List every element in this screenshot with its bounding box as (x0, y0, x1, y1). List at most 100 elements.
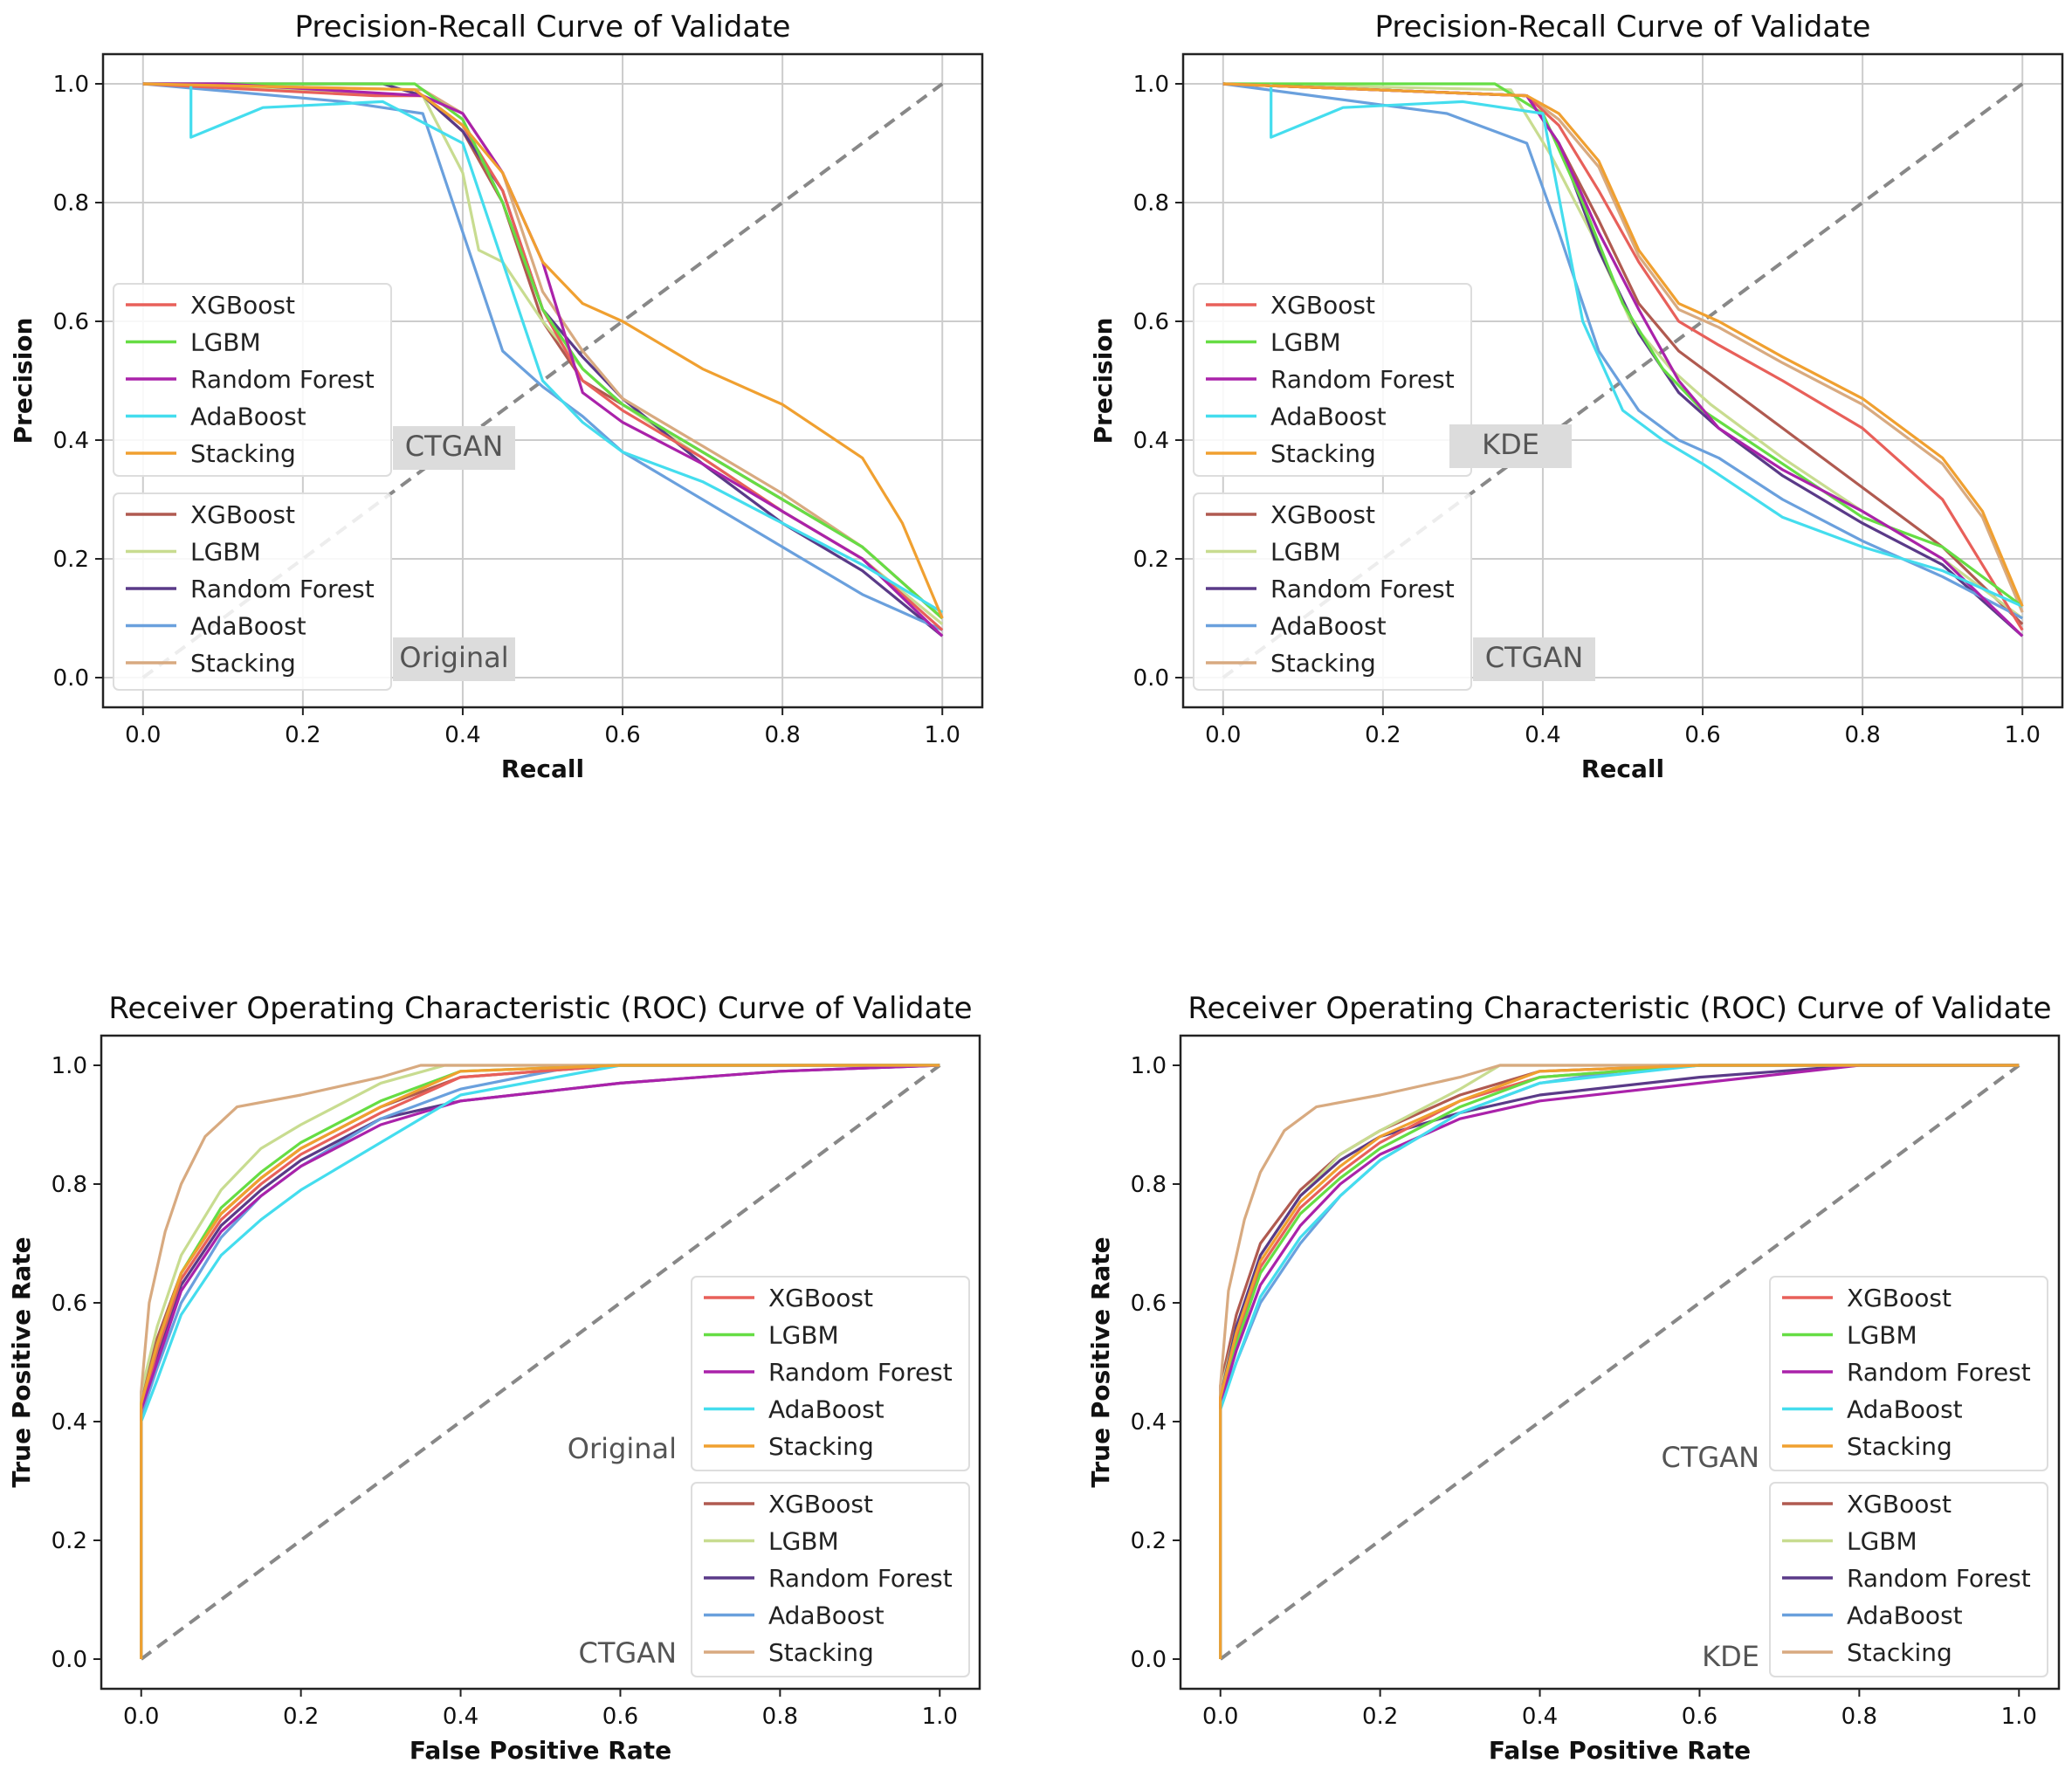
x-tick-label: 0.8 (764, 722, 800, 748)
x-tick-label: 0.8 (1841, 1704, 1877, 1730)
x-tick-label: 1.0 (925, 722, 960, 748)
legend-ctgan: XGBoost LGBM Random Forest AdaBoost Stacking… (1193, 492, 1595, 691)
y-tick-label: 1.0 (53, 72, 89, 98)
series-line-kde-stacking (1222, 82, 2024, 608)
y-axis-label: True Positive Rate (7, 1236, 36, 1487)
chart-title: Receiver Operating Characteristic (ROC) … (1187, 991, 2051, 1026)
legend-label: Stacking (1847, 1638, 1952, 1667)
series-line-ctgan-random-forest (1219, 1064, 2020, 1659)
legend-tag-original: Original (399, 641, 508, 674)
y-tick-label: 0.6 (1131, 1291, 1167, 1317)
x-tick-label: 0.4 (443, 1704, 478, 1730)
legend-tag-box (1449, 424, 1572, 468)
y-tick-label: 1.0 (1133, 72, 1169, 98)
x-tick-label: 0.6 (602, 1704, 638, 1730)
legend-label: XGBoost (190, 291, 295, 320)
legend-label: Stacking (768, 1638, 874, 1667)
y-axis-label: Precision (1089, 318, 1118, 444)
legend-kde: XGBoost LGBM Random Forest AdaBoost Stacking… (1193, 283, 1572, 477)
y-tick-label: 0.4 (53, 428, 89, 454)
x-tick-label: 0.8 (1844, 722, 1880, 748)
legend-label: Stacking (768, 1432, 874, 1461)
legend-tag-box (393, 426, 515, 470)
x-tick-label: 0.6 (1682, 1704, 1717, 1730)
legend-label: Random Forest (768, 1358, 953, 1387)
series-line-ctgan-stacking (1222, 82, 2024, 613)
series-line-kde-adaboost (1270, 84, 2023, 608)
y-tick-label: 0.4 (1131, 1409, 1167, 1436)
legend-label: AdaBoost (1847, 1601, 1963, 1630)
y-tick-label: 0.0 (52, 1647, 87, 1673)
legend-label: Stacking (1270, 649, 1376, 678)
series-line-kde-xgboost (1222, 82, 2024, 631)
legend-label: XGBoost (768, 1490, 873, 1519)
legend-label: Stacking (190, 649, 296, 678)
x-axis-label: False Positive Rate (1489, 1736, 1751, 1765)
diagonal-reference-line (140, 1064, 941, 1661)
legend-tag-kde: KDE (1482, 428, 1539, 461)
series-line-kde-random-forest (1222, 82, 2024, 637)
legend-tag-ctgan: CTGAN (578, 1636, 677, 1670)
x-tick-label: 0.0 (125, 722, 161, 748)
legend-label: XGBoost (768, 1284, 873, 1312)
series-line-original-stacking (142, 82, 944, 620)
x-tick-label: 0.2 (1362, 1704, 1398, 1730)
legend-label: AdaBoost (768, 1601, 885, 1630)
legend-label: Random Forest (768, 1564, 953, 1593)
x-axis-label: Recall (1581, 754, 1664, 783)
y-tick-label: 0.0 (53, 665, 89, 692)
diagonal-reference-line (1219, 1064, 2020, 1661)
series-line-ctgan-stacking (142, 82, 944, 619)
series-line-ctgan-adaboost (1222, 82, 2023, 620)
legend-box (1193, 492, 1472, 691)
legend-label: Random Forest (190, 365, 375, 394)
series-line-original-adaboost (140, 1064, 940, 1659)
legend-tag-ctgan: CTGAN (1485, 641, 1584, 674)
legend-label: Stacking (1847, 1432, 1952, 1461)
x-tick-label: 0.2 (283, 1704, 319, 1730)
chart-title: Precision-Recall Curve of Validate (295, 10, 791, 45)
legend-label: AdaBoost (1847, 1395, 1963, 1424)
legend-label: Stacking (1270, 439, 1376, 468)
legend-label: LGBM (1847, 1321, 1917, 1350)
legend-original: XGBoost LGBM Random Forest AdaBoost Stacking… (113, 492, 515, 691)
y-tick-label: 0.4 (1133, 428, 1169, 454)
axes-frame (1181, 52, 2064, 709)
x-tick-label: 0.2 (285, 722, 320, 748)
x-tick-label: 0.4 (1522, 1704, 1558, 1730)
legend-label: Random Forest (1847, 1358, 2031, 1387)
legend-label: XGBoost (1270, 500, 1375, 529)
x-axis-label: Recall (501, 754, 584, 783)
legend-box (113, 283, 392, 477)
y-tick-label: 0.6 (1133, 309, 1169, 335)
legend-tag-original: Original (568, 1432, 677, 1465)
y-tick-label: 0.8 (1133, 190, 1169, 217)
legend-label: LGBM (1270, 328, 1341, 357)
series-line-kde-stacking (1219, 1064, 2020, 1659)
legend-label: AdaBoost (1270, 403, 1387, 431)
series-line-ctgan-adaboost (189, 84, 944, 614)
y-tick-label: 0.0 (1133, 665, 1169, 692)
legend-box (1769, 1276, 2048, 1471)
legend-label: LGBM (190, 328, 261, 357)
series-line-ctgan-adaboost (1219, 1064, 2020, 1659)
y-tick-label: 1.0 (52, 1053, 87, 1079)
legend-label: LGBM (768, 1321, 839, 1350)
legend-tag-box (1473, 637, 1595, 681)
legend-tag-kde: KDE (1702, 1640, 1759, 1673)
x-tick-label: 0.6 (604, 722, 640, 748)
legend-label: Random Forest (1270, 365, 1455, 394)
legend-tag-ctgan: CTGAN (1661, 1441, 1759, 1474)
series-line-ctgan-random-forest (142, 82, 944, 637)
legend-label: LGBM (768, 1527, 839, 1556)
x-tick-label: 0.8 (762, 1704, 798, 1730)
chart-panel-roc-kde-ctgan: 0.0 0.2 0.4 0.6 0.8 1.0 0.0 0.2 0.4 0.6 0.8 1.0 Rece… (1086, 991, 2061, 1765)
legend-label: XGBoost (1847, 1490, 1952, 1519)
legend-tag-ctgan: CTGAN (405, 430, 504, 463)
legend-label: LGBM (190, 538, 261, 567)
legend-tag-box (393, 637, 515, 681)
chart-panel-pr-kde-ctgan: 0.0 0.2 0.4 0.6 0.8 1.0 0.0 0.2 0.4 0.6 0.8 1.0 Prec… (1089, 10, 2064, 783)
legend-original: XGBoost LGBM Random Forest AdaBoost Stacking… (568, 1276, 970, 1471)
legend-ctgan: XGBoost LGBM Random Forest AdaBoost Stacking… (578, 1482, 970, 1677)
